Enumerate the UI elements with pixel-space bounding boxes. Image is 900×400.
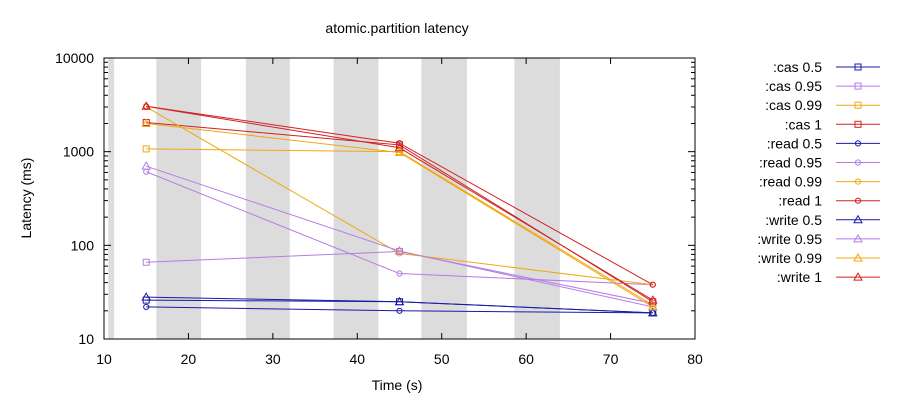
data-point-write-0-99 [141,118,152,127]
data-point-write-0-5 [141,292,152,301]
series-line-write-0-95 [146,165,653,308]
legend-marker-read-1 [854,197,862,204]
shaded-interval-3 [245,58,290,339]
y-tick-label: 10 [78,331,94,347]
shaded-interval-1 [108,58,115,339]
legend-marker-write-1 [853,272,863,281]
data-point-write-0-5 [394,296,405,306]
data-point-read-1 [649,281,656,288]
series-line-read-0-5 [146,306,653,314]
data-point-read-0-5 [143,303,150,311]
y-tick-label: 1000 [63,144,94,160]
legend-marker-cas-1 [854,120,862,128]
series-line-cas-0-99 [146,148,654,306]
legend-marker-write-0-99 [853,252,863,262]
series-line-read-0-95 [146,171,653,286]
series-lines [145,105,654,314]
legend-marker-write-0-95 [853,233,863,243]
data-point-write-1 [647,295,658,304]
series-line-read-0-99 [145,106,653,286]
legend-marker-read-0-5 [854,140,862,147]
x-tick-label: 80 [687,351,703,367]
legend-marker-write-0-5 [853,214,863,224]
y-tick-label: 100 [71,237,95,253]
x-axis-title: Time (s) [372,377,423,393]
legend-marker-read-0-95 [854,159,862,166]
legend-label-read-0-5: :read 0.5 [767,135,822,151]
data-point-read-0-95 [143,168,150,175]
shaded-interval-5 [421,58,468,339]
data-point-read-0-95 [396,270,403,277]
series-line-write-0-5 [146,296,653,314]
x-tick-label: 10 [96,351,112,367]
plot-frame [103,57,696,340]
x-tick-label: 40 [349,351,365,367]
data-point-read-0-99 [396,250,403,257]
legend-marker-cas-0-99 [854,101,862,109]
y-tick-label: 10000 [55,50,94,66]
x-axis-ticks: 10 20 30 40 50 60 70 80 [96,58,703,367]
data-point-cas-0-95 [142,258,150,266]
legend-label-read-0-95: :read 0.95 [759,155,822,171]
legend-label-cas-0-99: :cas 0.99 [765,97,822,113]
legend-marker-cas-0-5 [854,63,862,71]
series-line-write-0-99 [146,122,654,308]
data-point-write-0-95 [141,161,152,170]
data-point-read-1 [396,140,403,147]
data-point-read-0-5 [396,307,403,314]
x-tick-label: 30 [265,351,281,367]
chart-title: atomic.partition latency [325,20,468,36]
data-point-cas-0-99 [142,145,150,153]
shaded-intervals [108,58,560,339]
x-tick-label: 60 [518,351,534,367]
series-markers [141,101,658,317]
x-tick-label: 50 [434,351,450,367]
data-point-write-0-5 [647,307,658,317]
legend-label-write-1: :write 1 [777,269,822,285]
legend-marker-read-0-99 [854,178,862,185]
series-line-read-1 [146,105,654,286]
legend-label-cas-0-5: :cas 0.5 [773,59,822,75]
data-point-write-0-95 [394,245,405,255]
shaded-interval-4 [333,58,379,339]
legend-marker-cas-0-95 [854,82,862,90]
legend-label-write-0-99: :write 0.99 [757,250,822,266]
data-point-write-1 [141,101,152,110]
data-point-write-0-99 [394,147,405,156]
x-tick-label: 20 [181,351,197,367]
legend-label-cas-0-95: :cas 0.95 [765,78,822,94]
y-axis-title: Latency (ms) [18,158,34,239]
legend-label-write-0-5: :write 0.5 [765,212,822,228]
legend-label-write-0-95: :write 0.95 [757,231,822,247]
legend-label-cas-1: :cas 1 [785,116,823,132]
legend-label-read-0-99: :read 0.99 [759,174,822,190]
shaded-interval-2 [156,58,202,339]
legend: :cas 0.5 :cas 0.95 :cas 0.99 :cas 1 :read 0.… [757,59,880,285]
shaded-interval-6 [514,58,560,339]
data-point-write-0-99 [647,301,658,311]
x-tick-label: 70 [603,351,619,367]
data-point-write-1 [394,142,405,152]
y-axis-ticks: 10 100 1000 10000 [55,50,695,347]
legend-label-read-1: :read 1 [778,193,822,209]
